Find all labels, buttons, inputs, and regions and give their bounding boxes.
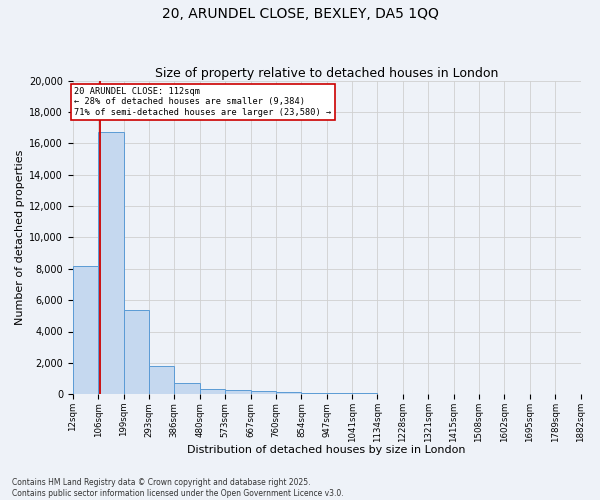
Y-axis label: Number of detached properties: Number of detached properties <box>15 150 25 325</box>
Bar <box>251 391 276 394</box>
Bar <box>124 310 149 394</box>
Bar <box>276 392 301 394</box>
Bar <box>301 392 326 394</box>
Bar <box>73 266 98 394</box>
Bar <box>149 366 175 394</box>
Text: 20 ARUNDEL CLOSE: 112sqm
← 28% of detached houses are smaller (9,384)
71% of sem: 20 ARUNDEL CLOSE: 112sqm ← 28% of detach… <box>74 87 332 117</box>
Bar <box>98 132 124 394</box>
Text: 20, ARUNDEL CLOSE, BEXLEY, DA5 1QQ: 20, ARUNDEL CLOSE, BEXLEY, DA5 1QQ <box>161 8 439 22</box>
Bar <box>200 388 225 394</box>
Bar <box>225 390 251 394</box>
Title: Size of property relative to detached houses in London: Size of property relative to detached ho… <box>155 66 499 80</box>
Bar <box>326 393 352 394</box>
Text: Contains HM Land Registry data © Crown copyright and database right 2025.
Contai: Contains HM Land Registry data © Crown c… <box>12 478 344 498</box>
X-axis label: Distribution of detached houses by size in London: Distribution of detached houses by size … <box>187 445 466 455</box>
Bar <box>175 383 200 394</box>
